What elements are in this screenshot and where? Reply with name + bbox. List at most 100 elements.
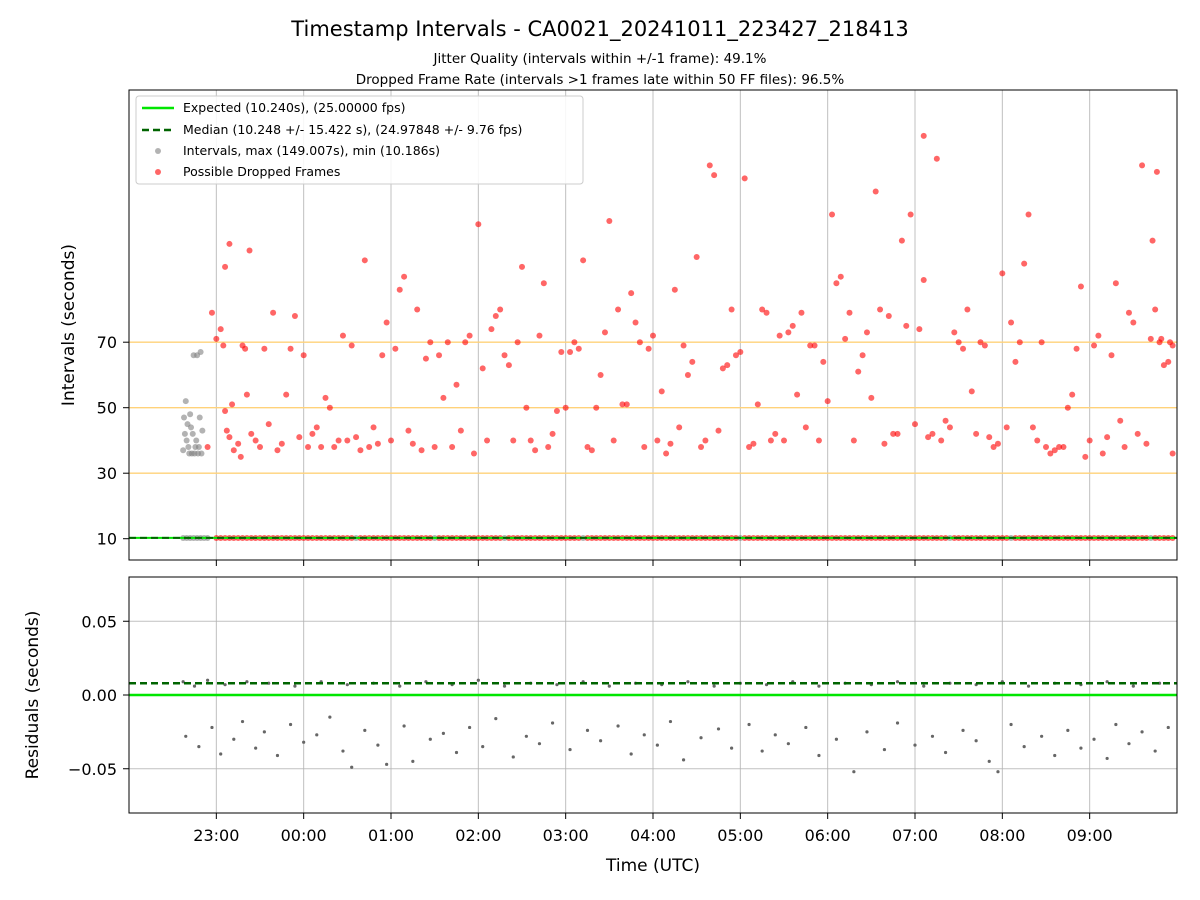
- residual-point: [681, 758, 686, 762]
- dropped-frame-point: [946, 424, 953, 431]
- dropped-frame-point: [235, 440, 242, 447]
- dropped-frame-point: [222, 263, 229, 270]
- dropped-frame-point: [401, 273, 408, 280]
- residual-point: [987, 759, 991, 763]
- residual-point: [922, 684, 926, 688]
- dropped-frame-point: [802, 424, 809, 431]
- residual-point: [1166, 725, 1170, 730]
- dropped-frame-point: [912, 421, 918, 428]
- residual-point: [930, 734, 935, 738]
- dropped-frame-point: [1121, 444, 1128, 451]
- dropped-frame-point: [1029, 424, 1036, 431]
- residual-point: [865, 730, 869, 734]
- dropped-frame-point: [746, 444, 753, 451]
- dropped-frame-point: [344, 437, 351, 444]
- dropped-frame-point: [462, 339, 469, 346]
- residuals-xlabel: Time (UTC): [605, 856, 700, 876]
- residual-point: [943, 750, 948, 755]
- dropped-frame-point: [440, 394, 447, 401]
- dropped-frame-point: [318, 444, 325, 451]
- dropped-frame-point: [737, 349, 744, 356]
- dropped-frame-point: [693, 254, 700, 261]
- dropped-frame-point: [968, 388, 975, 395]
- dropped-frame-point: [785, 329, 792, 336]
- residual-point: [1153, 749, 1157, 753]
- dropped-frame-point: [466, 332, 473, 339]
- dropped-frame-point: [732, 352, 739, 359]
- dropped-frame-point: [444, 339, 451, 346]
- dropped-frame-point: [322, 394, 329, 401]
- residual-point: [398, 684, 402, 688]
- dropped-frame-point: [1012, 358, 1019, 365]
- dropped-frame-point: [829, 211, 836, 218]
- dropped-frame-point: [229, 401, 236, 408]
- dropped-frame-point: [309, 430, 316, 437]
- dropped-frame-point: [601, 329, 608, 336]
- dropped-frame-point: [1125, 309, 1132, 316]
- dropped-frame-point: [615, 306, 622, 313]
- dropped-frame-point: [658, 388, 665, 395]
- dropped-frame-point: [545, 444, 552, 451]
- dropped-frame-point: [885, 312, 892, 319]
- dropped-frame-point: [859, 352, 866, 359]
- residual-point: [747, 722, 751, 727]
- dropped-frame-point: [497, 306, 504, 313]
- dropped-frame-point: [1077, 283, 1084, 290]
- dropped-frame-point: [226, 434, 233, 441]
- residual-point: [817, 684, 821, 688]
- dropped-frame-point: [606, 218, 613, 225]
- dropped-frame-point: [357, 447, 364, 454]
- dropped-frame-point: [549, 430, 556, 437]
- legend-box: [135, 95, 584, 185]
- residuals-ylabel: Residuals (seconds): [23, 611, 43, 780]
- dropped-frame-point: [833, 280, 840, 287]
- residuals-x-tick-label: 23:00: [193, 826, 239, 845]
- dropped-frame-point: [715, 427, 722, 434]
- legend: Expected (10.240s), (25.00000 fps) Media…: [135, 95, 584, 185]
- residual-point: [686, 680, 690, 684]
- residual-point: [411, 759, 415, 763]
- dropped-frame-point: [536, 332, 543, 339]
- residuals-marks: [129, 678, 1177, 774]
- dropped-frame-point: [501, 352, 508, 359]
- dropped-frame-point: [374, 440, 381, 447]
- dropped-frame-point: [558, 349, 565, 356]
- dropped-frame-point: [366, 444, 373, 451]
- interval-point: [197, 349, 204, 356]
- residuals-y-tick-label: 0.00: [81, 686, 117, 705]
- residual-point: [786, 742, 790, 746]
- dropped-frame-point: [610, 437, 617, 444]
- dropped-frame-point: [619, 401, 626, 408]
- dropped-frame-point: [676, 424, 683, 431]
- dropped-frame-point: [593, 404, 600, 411]
- residual-point: [585, 728, 590, 733]
- dropped-frame-point: [257, 444, 263, 451]
- legend-dropped-swatch: [155, 169, 161, 175]
- residual-point: [341, 749, 345, 753]
- residual-point: [1026, 684, 1031, 688]
- dropped-frame-point: [475, 221, 482, 228]
- residual-point: [882, 747, 887, 752]
- dropped-frame-point: [270, 309, 277, 316]
- residual-point: [345, 683, 349, 687]
- dropped-frame-point: [951, 329, 958, 336]
- dropped-frame-point: [671, 286, 678, 293]
- interval-point: [185, 444, 192, 451]
- dropped-frame-point: [842, 335, 849, 342]
- residuals-plot: 23:00 00:00 01:00 02:00 03:00 04:00 05:00 06:00…: [23, 576, 1178, 876]
- dropped-frame-point: [781, 437, 787, 444]
- dropped-frame-point: [741, 175, 748, 182]
- residual-point: [494, 717, 498, 721]
- residual-point: [206, 678, 210, 682]
- dropped-frame-point: [492, 312, 499, 319]
- residual-point: [288, 722, 293, 727]
- dropped-frame-point: [261, 345, 268, 352]
- residual-point: [223, 683, 227, 687]
- residual-point: [1009, 722, 1013, 727]
- residual-point: [895, 721, 900, 725]
- dropped-frame-point: [243, 391, 250, 398]
- dropped-frame-point: [955, 339, 962, 346]
- dropped-frame-point: [379, 352, 386, 359]
- dropped-frame-point: [519, 263, 525, 270]
- residual-point: [668, 719, 673, 724]
